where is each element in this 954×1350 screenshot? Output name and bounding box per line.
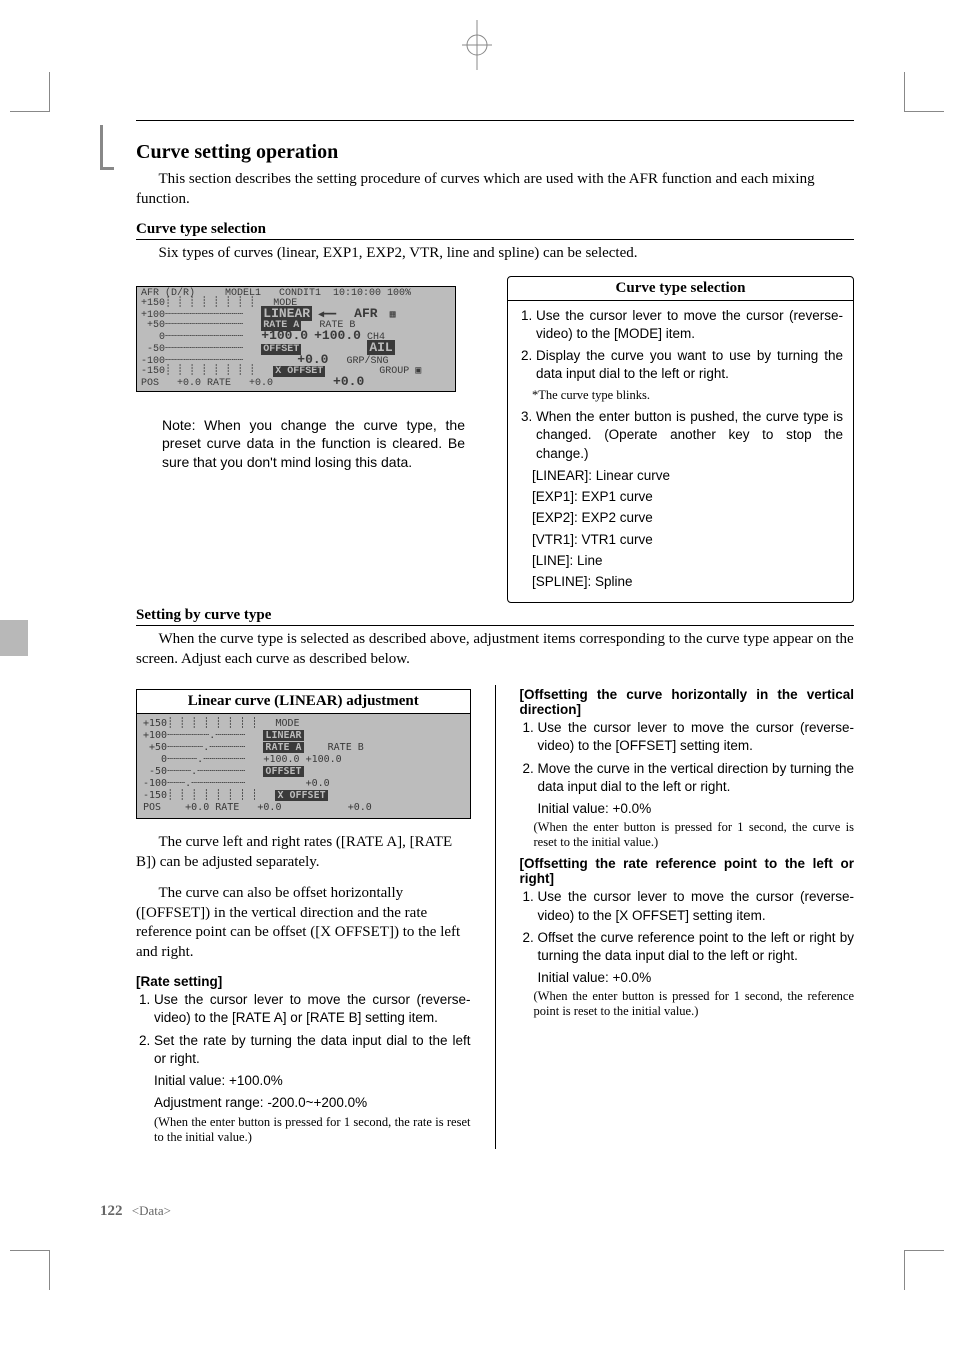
- lcd-screenshot-2: +150┊ ┊ ┊ ┊ ┊ ┊ ┊ ┊ MODE +100┄┄┄┄┄┄┄.┄┄┄…: [137, 714, 470, 818]
- curve-type-callout: Curve type selection Use the cursor leve…: [507, 276, 854, 604]
- offset-h-step-2: Move the curve in the vertical direction…: [538, 760, 855, 796]
- rate-range: Adjustment range: -200.0~+200.0%: [154, 1094, 471, 1112]
- top-rule: [136, 120, 854, 121]
- offset-r-step-1: Use the cursor lever to move the cursor …: [538, 888, 855, 924]
- offset-h-initial: Initial value: +0.0%: [538, 800, 855, 818]
- lcd-screenshot-1: AFR (D/R) MODEL1 CONDIT1 10:10:00 100% +…: [136, 286, 456, 392]
- curve-item: [SPLINE]: Spline: [532, 573, 843, 591]
- linear-title: Linear curve (LINEAR) adjustment: [137, 690, 470, 714]
- register-mark-icon: [462, 20, 492, 70]
- row-lcd-callout: AFR (D/R) MODEL1 CONDIT1 10:10:00 100% +…: [136, 276, 854, 604]
- note-text: Note: When you change the curve type, th…: [136, 402, 483, 487]
- lcd-line: +100┄┄┄┄┄┄┄.┄┄┄┄┄ LINEAR: [143, 730, 464, 742]
- vertical-divider: [495, 685, 496, 1148]
- lcd-line: -100┄┄┄.┄┄┄┄┄┄┄┄┄ +0.0: [143, 778, 464, 790]
- lcd-line: +100┄┄┄┄┄┄┄┄┄┄┄┄┄ LINEAR ◀━━ AFR ▦: [137, 309, 455, 321]
- lcd-line: -150┊ ┊ ┊ ┊ ┊ ┊ ┊ ┊ X OFFSET GROUP ▣: [137, 367, 455, 377]
- callout-body: Use the cursor lever to move the cursor …: [508, 301, 853, 603]
- col-left-2: Linear curve (LINEAR) adjustment +150┊ ┊…: [136, 681, 471, 1148]
- crop-mark: [904, 1250, 944, 1290]
- offset-h-reset: (When the enter button is pressed for 1 …: [534, 820, 855, 850]
- curve-list: [LINEAR]: Linear curve [EXP1]: EXP1 curv…: [532, 467, 843, 591]
- curve-item: [LINE]: Line: [532, 552, 843, 570]
- offset-h-step-1: Use the cursor lever to move the cursor …: [538, 719, 855, 755]
- page: Curve setting operation This section des…: [0, 0, 954, 1350]
- curve-type-heading: Curve type selection: [136, 221, 854, 240]
- rate-step-2: Set the rate by turning the data input d…: [154, 1032, 471, 1068]
- row-linear: Linear curve (LINEAR) adjustment +150┊ ┊…: [136, 681, 854, 1148]
- lcd-line: -50┄┄┄┄┄┄┄┄┄┄┄┄┄ OFFSET AIL: [137, 343, 455, 355]
- crop-mark: [10, 72, 50, 112]
- section-title: Curve setting operation: [136, 141, 854, 164]
- tab-marker: [0, 620, 28, 656]
- step-1: Use the cursor lever to move the cursor …: [536, 307, 843, 343]
- offset-r-heading: [Offsetting the rate reference point to …: [520, 856, 855, 886]
- left-para-1: The curve left and right rates ([RATE A]…: [136, 833, 471, 872]
- lcd-line: POS +0.0 RATE +0.0 +0.0: [137, 377, 455, 389]
- setting-intro: When the curve type is selected as descr…: [136, 630, 854, 669]
- blink-note: *The curve type blinks.: [532, 387, 843, 404]
- linear-box: Linear curve (LINEAR) adjustment +150┊ ┊…: [136, 689, 471, 819]
- lcd-line: +150┊ ┊ ┊ ┊ ┊ ┊ ┊ ┊ MODE: [143, 718, 464, 730]
- curve-item: [EXP1]: EXP1 curve: [532, 488, 843, 506]
- setting-heading: Setting by curve type: [136, 607, 854, 626]
- step-3: When the enter button is pushed, the cur…: [536, 408, 843, 463]
- content-area: Curve setting operation This section des…: [100, 120, 854, 1149]
- curve-item: [EXP2]: EXP2 curve: [532, 509, 843, 527]
- curve-item: [LINEAR]: Linear curve: [532, 467, 843, 485]
- intro-paragraph: This section describes the setting proce…: [136, 170, 854, 209]
- col-right-2: [Offsetting the curve horizontally in th…: [520, 681, 855, 1023]
- page-number: 122: [100, 1203, 123, 1219]
- curve-type-intro: Six types of curves (linear, EXP1, EXP2,…: [136, 244, 854, 264]
- lcd-line: POS +0.0 RATE +0.0 +0.0: [143, 802, 464, 814]
- left-para-2: The curve can also be offset horizontall…: [136, 884, 471, 962]
- lcd-line: 0┄┄┄┄┄┄┄┄┄┄┄┄┄ +100.0 +100.0 CH4: [137, 331, 455, 343]
- callout-title: Curve type selection: [508, 277, 853, 301]
- footer-label: <Data>: [132, 1203, 171, 1218]
- col-left: AFR (D/R) MODEL1 CONDIT1 10:10:00 100% +…: [136, 276, 483, 487]
- rate-initial: Initial value: +100.0%: [154, 1072, 471, 1090]
- offset-r-initial: Initial value: +0.0%: [538, 969, 855, 987]
- offset-h-heading: [Offsetting the curve horizontally in th…: [520, 687, 855, 717]
- crop-mark: [904, 72, 944, 112]
- rate-heading: [Rate setting]: [136, 974, 471, 989]
- crop-mark: [10, 1250, 50, 1290]
- step-2: Display the curve you want to use by tur…: [536, 347, 843, 383]
- lcd-line: -150┊ ┊ ┊ ┊ ┊ ┊ ┊ ┊ X OFFSET: [143, 790, 464, 802]
- rate-reset-note: (When the enter button is pressed for 1 …: [154, 1115, 471, 1145]
- curve-item: [VTR1]: VTR1 curve: [532, 531, 843, 549]
- lcd-line: 0┄┄┄┄┄.┄┄┄┄┄┄┄ +100.0 +100.0: [143, 754, 464, 766]
- col-right: Curve type selection Use the cursor leve…: [507, 276, 854, 604]
- lcd-line: -50┄┄┄┄.┄┄┄┄┄┄┄┄ OFFSET: [143, 766, 464, 778]
- rate-step-1: Use the cursor lever to move the cursor …: [154, 991, 471, 1027]
- offset-r-reset: (When the enter button is pressed for 1 …: [534, 989, 855, 1019]
- lcd-line: +50┄┄┄┄┄┄.┄┄┄┄┄┄ RATE A RATE B: [143, 742, 464, 754]
- page-footer: 122 <Data>: [100, 1203, 171, 1220]
- offset-r-step-2: Offset the curve reference point to the …: [538, 929, 855, 965]
